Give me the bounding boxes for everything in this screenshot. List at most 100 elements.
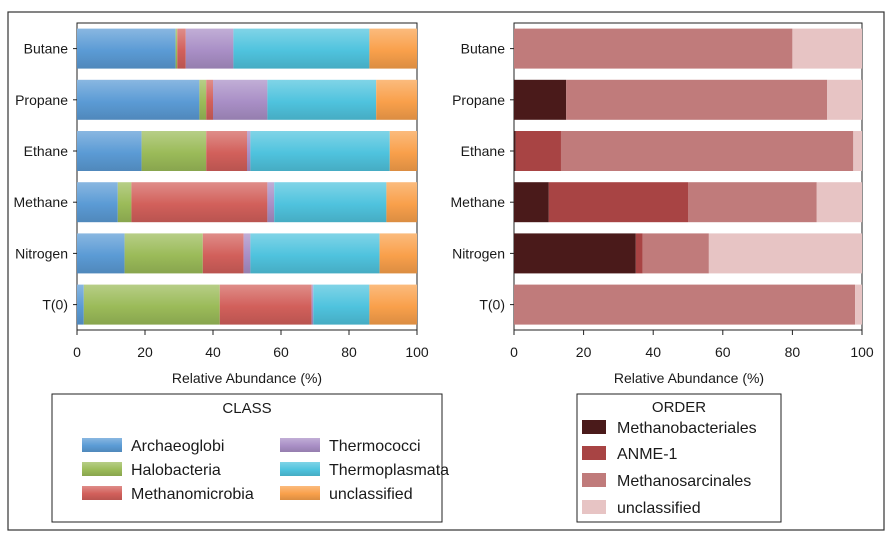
order-bar-ethane-methanosarcinales xyxy=(560,131,854,171)
class-bar-methane-thermococci xyxy=(267,182,275,223)
class-plot-frame xyxy=(76,22,418,331)
class-legend: Archaeoglobi Halobacteria Methanomicrobia T… xyxy=(82,438,449,503)
class-legend-swatch-archaeoglobi xyxy=(82,438,122,452)
class-bar-propane-thermococci xyxy=(213,79,268,120)
order-x-tick-label: 100 xyxy=(850,344,874,360)
class-bar-nitrogen-thermococci xyxy=(243,233,251,274)
class-legend-swatch-thermococci xyxy=(280,438,320,452)
class-bar-t-0-halobacteria xyxy=(83,284,220,325)
class-bar-ethane-archaeoglobi xyxy=(77,131,142,171)
class-bar-butane-thermoplasmata xyxy=(233,28,370,69)
class-bar-t-0-archaeoglobi xyxy=(77,284,84,325)
order-legend-box xyxy=(576,393,782,523)
order-x-ticks: 0 20 40 60 80 100 xyxy=(510,330,874,360)
class-bar-nitrogen-thermoplasmata xyxy=(250,233,380,274)
class-legend-swatch-halobacteria xyxy=(82,462,122,476)
order-x-tick-label: 60 xyxy=(715,344,731,360)
order-x-tick-label: 40 xyxy=(645,344,661,360)
class-bar-ethane-thermoplasmata xyxy=(250,131,390,171)
class-bar-methane-halobacteria xyxy=(117,182,132,223)
order-bar-propane-unclassified xyxy=(827,79,862,120)
class-x-tick-label: 20 xyxy=(137,344,153,360)
class-category-label: Ethane xyxy=(24,143,69,159)
order-bar-butane-methanosarcinales xyxy=(514,28,793,69)
class-bar-ethane-halobacteria xyxy=(141,131,207,171)
order-legend-swatch-anme-1 xyxy=(582,446,606,460)
class-bar-ethane-thermococci xyxy=(247,131,251,171)
order-bar-ethane-unclassified xyxy=(853,131,862,171)
order-legend-label-methanosarcinales: Methanosarcinales xyxy=(617,473,751,490)
class-legend-title: CLASS xyxy=(222,400,271,417)
class-bar-methane-unclassified xyxy=(386,182,417,223)
order-bar-nitrogen-anme-1 xyxy=(635,233,643,274)
class-x-axis-label: Relative Abundance (%) xyxy=(172,370,322,386)
order-bar-methane-methanosarcinales xyxy=(688,182,817,223)
order-category-label: Ethane xyxy=(461,143,506,159)
class-legend-label-archaeoglobi: Archaeoglobi xyxy=(131,438,224,455)
class-bar-butane-archaeoglobi xyxy=(77,28,176,69)
class-legend-swatch-methanomicrobia xyxy=(82,486,122,500)
class-category-label: T(0) xyxy=(42,297,68,313)
class-bar-t-0-methanomicrobia xyxy=(219,284,312,325)
class-bar-butane-thermococci xyxy=(185,28,234,69)
order-bar-methane-methanobacteriales xyxy=(514,182,549,223)
class-legend-box xyxy=(51,393,443,523)
class-bar-propane-halobacteria xyxy=(199,79,207,120)
class-bar-t-0-unclassified xyxy=(369,284,417,325)
order-legend-swatch-methanosarcinales xyxy=(582,473,606,487)
class-category-labels: Butane Propane Ethane Methane Nitrogen T(0) xyxy=(14,41,77,313)
order-category-label: Methane xyxy=(451,194,506,210)
order-bar-nitrogen-methanosarcinales xyxy=(642,233,709,274)
order-x-tick-label: 80 xyxy=(785,344,801,360)
class-panel: Butane Propane Ethane Methane Nitrogen T(0) 0… xyxy=(14,22,449,523)
order-plot-frame xyxy=(513,22,863,331)
class-bars xyxy=(77,28,417,325)
order-bar-ethane-anme-1 xyxy=(515,131,561,171)
class-category-label: Propane xyxy=(15,92,68,108)
class-legend-label-thermococci: Thermococci xyxy=(329,438,421,455)
order-category-label: Butane xyxy=(461,41,506,57)
class-x-tick-label: 60 xyxy=(273,344,289,360)
order-bar-methane-anme-1 xyxy=(548,182,688,223)
class-bar-propane-unclassified xyxy=(376,79,417,120)
class-legend-swatch-thermoplasmata xyxy=(280,462,320,476)
class-bar-propane-thermoplasmata xyxy=(267,79,377,120)
order-x-axis-label: Relative Abundance (%) xyxy=(614,370,764,386)
order-bar-methane-unclassified xyxy=(816,182,862,223)
class-legend-swatch-unclassified xyxy=(280,486,320,500)
class-bar-methane-methanomicrobia xyxy=(131,182,268,223)
order-legend-label-anme-1: ANME-1 xyxy=(617,446,678,463)
class-bar-butane-methanomicrobia xyxy=(177,28,186,69)
order-bar-t-0-methanosarcinales xyxy=(514,284,856,325)
order-x-tick-label: 20 xyxy=(576,344,592,360)
class-bar-nitrogen-halobacteria xyxy=(124,233,203,274)
class-bar-butane-unclassified xyxy=(369,28,417,69)
class-category-label: Methane xyxy=(14,194,69,210)
order-bar-nitrogen-unclassified xyxy=(708,233,862,274)
class-bar-propane-archaeoglobi xyxy=(77,79,200,120)
class-bar-propane-methanomicrobia xyxy=(206,79,213,120)
order-bar-butane-unclassified xyxy=(792,28,862,69)
class-legend-label-methanomicrobia: Methanomicrobia xyxy=(131,486,254,503)
order-bars xyxy=(514,28,862,325)
class-bar-nitrogen-methanomicrobia xyxy=(202,233,244,274)
class-x-ticks: 0 20 40 60 80 100 xyxy=(73,330,429,360)
class-category-label: Butane xyxy=(24,41,69,57)
class-legend-label-thermoplasmata: Thermoplasmata xyxy=(329,462,449,479)
order-bar-nitrogen-methanobacteriales xyxy=(514,233,636,274)
class-category-label: Nitrogen xyxy=(15,245,68,261)
order-x-tick-label: 0 xyxy=(510,344,518,360)
class-bar-ethane-methanomicrobia xyxy=(206,131,247,171)
class-legend-label-halobacteria: Halobacteria xyxy=(131,462,221,479)
class-bar-t-0-thermococci xyxy=(311,284,314,325)
order-bar-t-0-unclassified xyxy=(855,284,862,325)
order-legend: Methanobacteriales ANME-1 Methanosarcinale… xyxy=(582,420,757,517)
order-category-label: T(0) xyxy=(479,297,505,313)
class-bar-butane-halobacteria xyxy=(175,28,178,69)
order-legend-label-methanobacteriales: Methanobacteriales xyxy=(617,420,757,437)
class-x-tick-label: 40 xyxy=(205,344,221,360)
order-category-labels: Butane Propane Ethane Methane Nitrogen T(0) xyxy=(451,41,514,313)
class-bar-t-0-thermoplasmata xyxy=(313,284,370,325)
order-legend-title: ORDER xyxy=(652,399,706,416)
